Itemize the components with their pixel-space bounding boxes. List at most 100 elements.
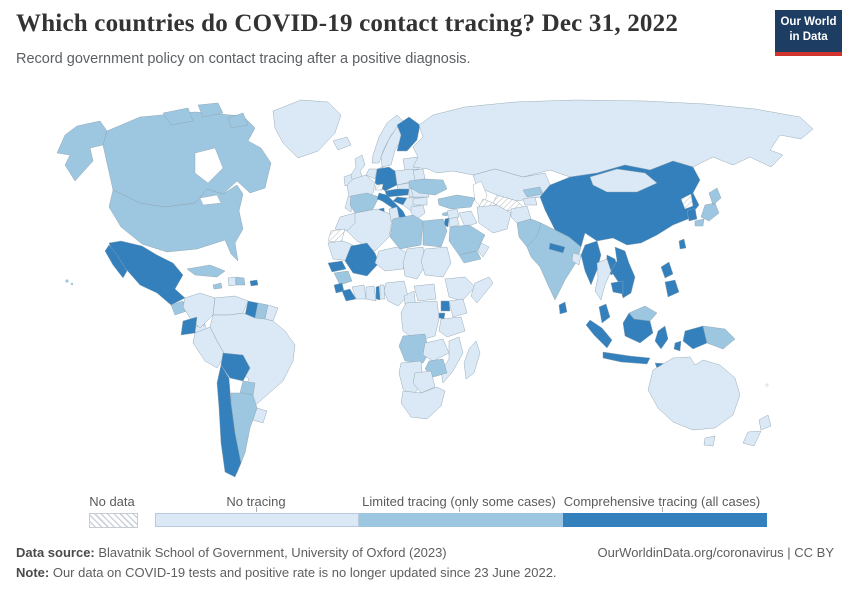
country-greenland[interactable] (272, 99, 342, 159)
footer-link[interactable]: OurWorldinData.org/coronavirus | CC BY (597, 545, 834, 560)
country-niger[interactable] (374, 246, 408, 272)
country-canada-arctic-islands[interactable] (162, 102, 249, 129)
country-senegal[interactable] (327, 260, 347, 273)
country-guinea[interactable] (333, 270, 353, 286)
country-russia[interactable] (412, 99, 814, 178)
country-indonesia[interactable] (585, 312, 686, 371)
country-nepal[interactable] (548, 242, 566, 254)
legend-no-data-label: No data (89, 494, 135, 509)
country-tajikistan[interactable] (522, 196, 538, 206)
country-vietnam[interactable] (610, 246, 636, 299)
country-hawaii[interactable] (65, 279, 69, 283)
country-togo[interactable] (375, 285, 381, 301)
country-south-korea[interactable] (686, 207, 698, 222)
country-libya[interactable] (389, 214, 424, 250)
country-fiji[interactable] (765, 383, 769, 387)
country-peru[interactable] (192, 326, 226, 369)
country-yemen[interactable] (458, 250, 482, 264)
country-mexico-baja[interactable] (104, 244, 128, 279)
country-tanzania[interactable] (438, 316, 466, 338)
country-ukraine[interactable] (408, 178, 448, 196)
country-jordan[interactable] (448, 216, 460, 228)
country-papua-indonesia[interactable] (682, 325, 708, 350)
footer: Data source: Blavatnik School of Governm… (16, 545, 834, 560)
country-ethiopia[interactable] (444, 276, 476, 302)
country-angola[interactable] (398, 333, 430, 364)
legend-segment-no-tracing[interactable] (155, 513, 359, 527)
footer-note-text: Our data on COVID-19 tests and positive … (52, 565, 557, 580)
country-sri-lanka[interactable] (558, 301, 568, 315)
country-rwanda[interactable] (438, 312, 446, 320)
legend-no-data-swatch[interactable] (89, 513, 138, 528)
legend-segment-limited[interactable] (359, 513, 563, 527)
country-thailand[interactable] (594, 258, 612, 301)
country-new-zealand[interactable] (742, 414, 772, 447)
country-bangladesh[interactable] (571, 252, 582, 266)
country-uganda[interactable] (440, 300, 451, 312)
country-puerto-rico[interactable] (249, 279, 259, 287)
country-egypt[interactable] (422, 218, 448, 248)
country-papua-new-guinea[interactable] (702, 325, 736, 350)
country-iceland[interactable] (332, 136, 352, 151)
country-finland[interactable] (396, 116, 421, 152)
country-haiti[interactable] (227, 276, 237, 287)
country-north-korea[interactable] (680, 193, 694, 210)
country-botswana[interactable] (412, 370, 436, 394)
country-cuba[interactable] (186, 264, 226, 278)
country-iraq[interactable] (458, 210, 478, 228)
country-central-african-republic[interactable] (413, 283, 437, 302)
country-iran[interactable] (476, 204, 512, 234)
country-kenya[interactable] (448, 298, 468, 318)
country-spain[interactable] (349, 192, 380, 214)
country-switzerland[interactable] (374, 183, 384, 191)
country-bulgaria[interactable] (412, 196, 428, 206)
page-title: Which countries do COVID-19 contact trac… (16, 10, 679, 37)
footer-note-label: Note: (16, 565, 50, 580)
country-sudan[interactable] (420, 246, 452, 278)
country-cambodia[interactable] (610, 280, 624, 295)
country-austria[interactable] (384, 188, 410, 198)
country-colombia[interactable] (182, 292, 216, 329)
country-netherlands-belgium[interactable] (365, 168, 378, 180)
country-mongolia[interactable] (589, 168, 658, 193)
country-ghana[interactable] (365, 285, 377, 302)
country-venezuela[interactable] (212, 295, 249, 316)
legend-label-no-tracing: No tracing (226, 494, 286, 509)
country-dominican-republic[interactable] (235, 276, 246, 286)
country-cyprus[interactable] (441, 211, 450, 217)
legend-segment-comprehensive[interactable] (563, 513, 767, 527)
country-oman[interactable] (477, 242, 490, 258)
country-canada[interactable] (102, 111, 272, 208)
country-south-africa[interactable] (400, 386, 446, 420)
country-ecuador[interactable] (180, 316, 198, 336)
legend-label-comprehensive: Comprehensive tracing (all cases) (563, 494, 761, 509)
country-taiwan[interactable] (678, 238, 687, 250)
country-zambia[interactable] (422, 338, 450, 362)
country-tunisia[interactable] (388, 206, 400, 222)
country-philippines[interactable] (660, 261, 680, 298)
country-baltic-states[interactable] (402, 156, 420, 172)
country-jamaica[interactable] (212, 282, 223, 290)
country-nigeria[interactable] (383, 280, 409, 307)
country-malaysia[interactable] (598, 303, 611, 324)
country-somalia[interactable] (470, 276, 494, 304)
owid-logo[interactable]: Our World in Data (775, 10, 842, 56)
country-mali[interactable] (344, 242, 380, 277)
country-japan[interactable] (694, 187, 722, 227)
country-algeria[interactable] (346, 208, 394, 252)
country-alaska[interactable] (56, 120, 108, 182)
country-turkey[interactable] (437, 194, 476, 210)
country-benin[interactable] (379, 284, 386, 300)
country-hawaii-2[interactable] (70, 282, 74, 286)
country-chile[interactable] (216, 364, 242, 478)
country-madagascar[interactable] (463, 340, 481, 380)
country-uruguay[interactable] (252, 407, 268, 424)
country-myanmar[interactable] (580, 240, 602, 286)
country-chad[interactable] (402, 246, 426, 280)
country-tasmania[interactable] (703, 435, 716, 447)
country-mexico[interactable] (108, 240, 186, 306)
country-australia[interactable] (647, 356, 741, 431)
country-greece[interactable] (410, 204, 426, 220)
country-syria[interactable] (446, 208, 460, 220)
